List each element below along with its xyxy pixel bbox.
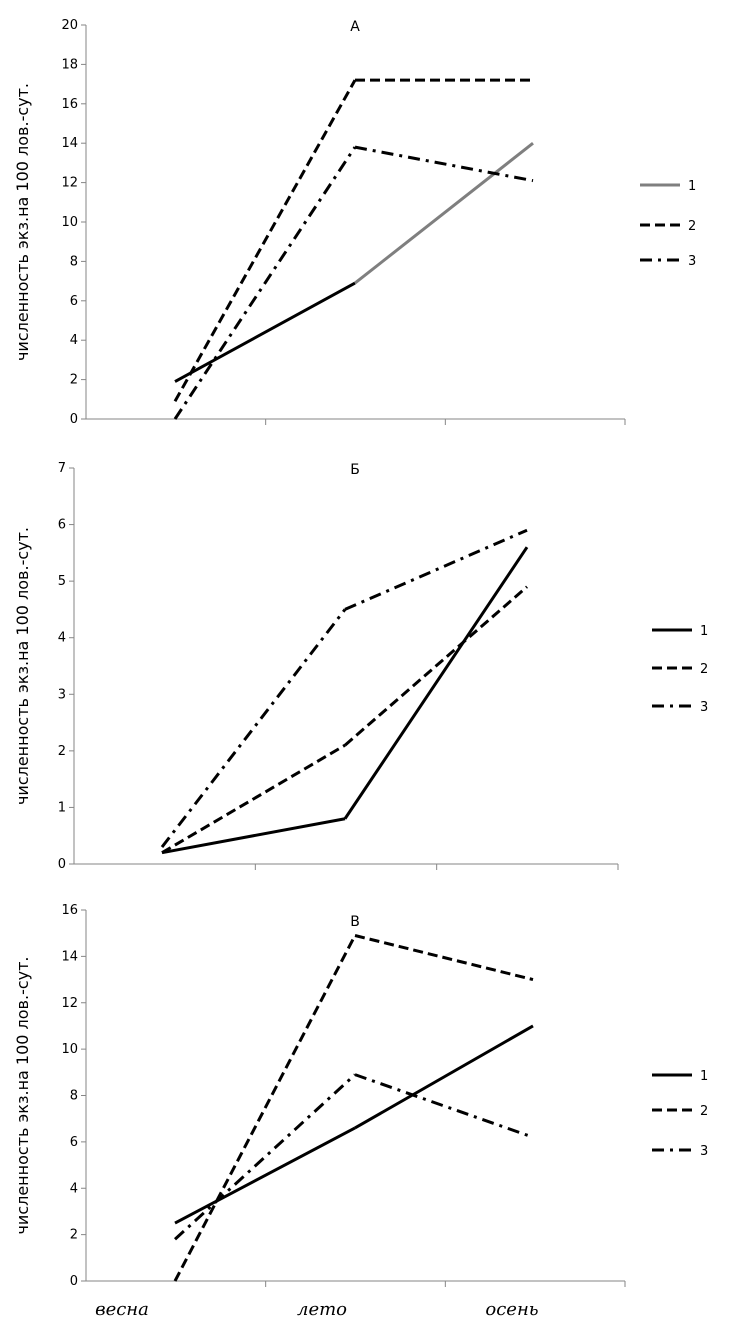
y-tick-label: 12 [61,176,78,191]
x-category-label: лето [297,1299,347,1320]
series-1-segment [175,1128,355,1223]
y-tick-label: 8 [70,1089,78,1104]
y-tick-label: 6 [70,1135,78,1150]
legend-label-2: 2 [700,662,708,677]
series-3-segment [175,147,355,419]
y-tick-label: 8 [70,254,78,269]
y-axis-label: численность экз.на 100 лов.-сут. [13,527,32,805]
x-category-label: весна [95,1299,149,1320]
y-axis-label: численность экз.на 100 лов.-сут. [13,956,32,1234]
x-category-label: осень [485,1299,538,1320]
series-3-segment [355,1075,533,1138]
series-2-segment [175,936,355,1281]
series-2-segment [355,936,533,980]
y-tick-label: 14 [61,949,78,964]
y-tick-label: 16 [61,903,78,918]
y-tick-label: 18 [61,57,78,72]
y-axis-label: численность экз.на 100 лов.-сут. [13,83,32,361]
y-tick-label: 0 [70,412,78,427]
y-tick-label: 14 [61,136,78,151]
chart-title: А [350,19,360,35]
legend-label-1: 1 [700,1069,708,1084]
series-2-segment [175,80,355,401]
series-1-segment [345,547,527,819]
y-tick-label: 2 [58,744,66,759]
legend-label-2: 2 [688,219,696,234]
legend-label-1: 1 [700,624,708,639]
legend-label-1: 1 [688,179,696,194]
series-1-segment [355,1026,533,1128]
series-3-segment [175,1075,355,1240]
series-1-segment [175,283,355,382]
chart-panel-2: 0 1 2 3 4 5 6 7 численность экз.на 100 лов.-сут.… [13,461,708,872]
legend-label-3: 3 [700,700,708,715]
series-3-segment [162,609,345,847]
y-tick-label: 4 [70,333,78,348]
y-tick-label: 1 [58,800,66,815]
y-tick-label: 2 [70,1228,78,1243]
y-tick-label: 6 [58,518,66,533]
y-tick-label: 20 [61,18,78,33]
y-tick-label: 7 [58,461,66,476]
legend-label-3: 3 [688,254,696,269]
y-tick-label: 10 [61,215,78,230]
series-3-segment [345,530,527,609]
y-tick-label: 3 [58,687,66,702]
legend-label-3: 3 [700,1144,708,1159]
y-tick-label: 4 [70,1181,78,1196]
y-tick-label: 10 [61,1042,78,1057]
y-tick-label: 0 [70,1274,78,1289]
y-tick-label: 5 [58,574,66,589]
y-tick-label: 16 [61,97,78,112]
chart-title: Б [350,462,360,478]
y-tick-label: 12 [61,996,78,1011]
y-tick-label: 6 [70,294,78,309]
y-tick-label: 4 [58,631,66,646]
legend-label-2: 2 [700,1104,708,1119]
y-tick-label: 0 [58,857,66,872]
y-tick-label: 2 [70,373,78,388]
series-2-segment [345,587,527,745]
chart-title: В [350,914,360,930]
